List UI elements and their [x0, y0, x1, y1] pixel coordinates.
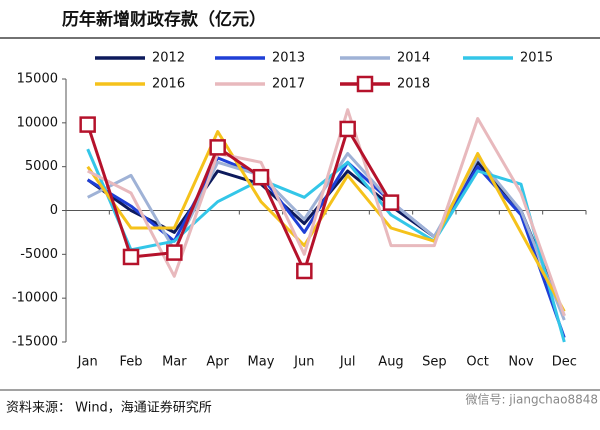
source: 资料来源： Wind，海通证券研究所	[6, 400, 212, 416]
x-tick-label: Oct	[466, 355, 488, 370]
y-tick-label: -10000	[12, 291, 58, 306]
point-marker	[79, 116, 96, 133]
legend-label: 2018	[397, 77, 430, 92]
point-marker	[339, 120, 356, 138]
point-marker	[166, 244, 183, 261]
legend-marker	[356, 75, 374, 93]
y-tick-label: 0	[50, 203, 58, 218]
x-tick-label: Dec	[552, 355, 577, 370]
series-line	[86, 130, 566, 313]
y-tick-label: -5000	[20, 247, 58, 262]
point-marker	[209, 139, 226, 156]
legend-label: 2012	[152, 51, 185, 66]
point-marker	[382, 194, 400, 211]
legend-label: 2017	[272, 77, 305, 92]
x-tick-label: May	[248, 355, 275, 370]
x-tick-label: Feb	[119, 355, 142, 370]
legend-label: 2016	[152, 77, 185, 92]
legend-label: 2013	[272, 51, 305, 66]
legend-label: 2015	[520, 51, 553, 66]
chart-title: 历年新增财政存款（亿元）	[62, 9, 266, 30]
y-tick-label: -15000	[12, 335, 58, 350]
y-tick-label: 15000	[17, 72, 58, 87]
point-marker	[252, 168, 270, 186]
series-line	[87, 108, 566, 317]
y-tick-label: 10000	[17, 115, 58, 130]
point-marker	[122, 248, 140, 266]
x-tick-label: Jun	[293, 355, 314, 370]
x-tick-label: Jan	[77, 355, 98, 370]
x-tick-label: Mar	[162, 355, 187, 370]
x-tick-label: Sep	[422, 355, 447, 370]
x-tick-label: Apr	[206, 355, 229, 370]
point-marker	[296, 262, 313, 280]
watermark: 微信号: jiangchao8848	[465, 393, 598, 407]
x-tick-label: Aug	[378, 355, 403, 370]
x-tick-label: Nov	[508, 355, 534, 370]
y-tick-label: 5000	[25, 159, 58, 174]
legend-label: 2014	[397, 51, 430, 66]
x-tick-label: Jul	[339, 355, 356, 370]
